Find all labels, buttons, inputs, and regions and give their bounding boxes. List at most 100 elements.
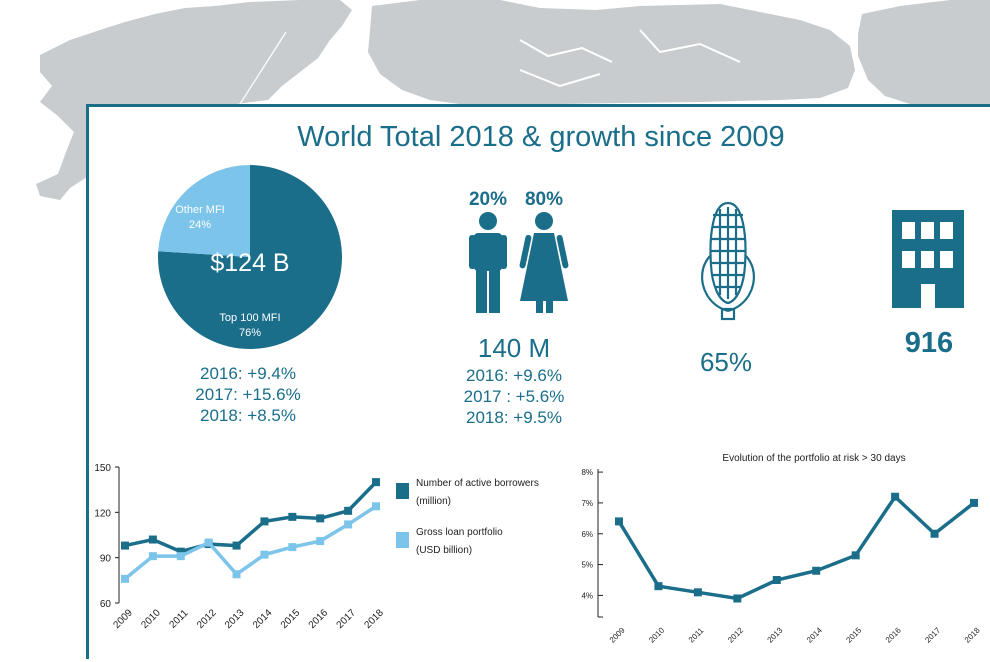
y-tick-label: 5% (581, 561, 593, 570)
legend-label: (million) (416, 496, 451, 507)
rural-percent: 65% (699, 347, 753, 377)
stats-panel: World Total 2018 & growth since 2009 Oth… (86, 104, 990, 659)
data-point (344, 520, 353, 529)
portfolio-at-risk-chart: Evolution of the portfolio at risk > 30 … (581, 453, 982, 645)
legend-label: Number of active borrowers (416, 478, 539, 489)
data-point (851, 551, 860, 560)
x-tick-label: 2009 (608, 625, 627, 644)
series-line (124, 480, 378, 554)
data-point (615, 517, 623, 526)
pie-center-value: $124 B (210, 249, 289, 277)
institutions-count: 916 (904, 327, 954, 359)
data-point (812, 566, 821, 575)
y-tick-label: 90 (100, 554, 112, 565)
series-line (123, 504, 377, 581)
legend-label: (USD billion) (416, 545, 472, 556)
x-tick-label: 2017 (923, 625, 942, 644)
x-tick-label: 2014 (805, 625, 824, 644)
y-tick-label: 4% (581, 591, 593, 600)
x-tick-label: 2011 (168, 607, 191, 630)
series-line (617, 494, 976, 601)
portfolio-growth-2018: 2018: +8.5% (200, 406, 296, 425)
x-tick-label: 2016 (884, 625, 903, 644)
borrowers-total: 140 M (477, 333, 551, 363)
x-tick-label: 2012 (726, 625, 745, 644)
legend-label: Gross loan portfolio (416, 527, 503, 538)
x-tick-label: 2011 (687, 626, 706, 645)
data-point (176, 552, 185, 561)
portfolio-growth-2017: 2017: +15.6% (195, 385, 301, 404)
male-percent: 20% (469, 189, 507, 210)
data-point (260, 550, 269, 559)
pie-top-percent: 76% (239, 327, 261, 339)
building-icon (892, 210, 964, 308)
borrowers-growth: 2016: +9.6% 2017 : +5.6% 2018: +9.5% (439, 365, 589, 428)
data-point (733, 594, 742, 603)
pie-slice-other (158, 165, 250, 257)
male-icon (469, 212, 507, 313)
x-tick-label: 2009 (111, 607, 135, 631)
x-tick-label: 2013 (766, 625, 785, 644)
female-icon (519, 212, 569, 313)
data-point (288, 543, 297, 552)
par-chart-title: Evolution of the portfolio at risk > 30 … (722, 453, 905, 464)
data-point (204, 538, 213, 547)
legend-swatch (396, 483, 409, 499)
legend-swatch (396, 532, 409, 548)
data-point (772, 576, 781, 584)
female-percent: 80% (525, 189, 563, 210)
panel-title: World Total 2018 & growth since 2009 (297, 121, 785, 153)
data-point (316, 514, 325, 523)
portfolio-pie-chart: Other MFI 24% $124 B Top 100 MFI 76% (158, 165, 342, 349)
x-tick-label: 2017 (335, 607, 359, 631)
borrowers-growth-2018: 2018: +9.5% (466, 408, 562, 427)
x-tick-label: 2010 (647, 625, 666, 644)
data-point (232, 541, 241, 550)
world-map-background (36, 0, 990, 200)
data-point (232, 570, 241, 579)
y-tick-label: 6% (581, 530, 593, 539)
portfolio-growth-2016: 2016: +9.4% (200, 364, 296, 383)
x-tick-label: 2013 (223, 607, 247, 631)
map-landmass-americas (36, 0, 352, 200)
y-tick-label: 7% (581, 499, 593, 508)
x-tick-label: 2014 (251, 607, 275, 631)
data-point (930, 529, 939, 538)
data-point (891, 492, 900, 501)
x-tick-label: 2016 (307, 607, 331, 631)
x-tick-label: 2010 (139, 607, 163, 631)
y-tick-label: 150 (94, 463, 111, 474)
data-point (121, 574, 129, 583)
x-tick-label: 2015 (279, 607, 303, 631)
data-point (176, 547, 185, 556)
data-point (654, 582, 663, 591)
y-tick-label: 60 (100, 599, 112, 610)
data-point (344, 506, 353, 515)
pie-top-label: Top 100 MFI (219, 312, 280, 324)
data-point (121, 541, 129, 550)
data-point (693, 588, 702, 597)
pie-other-percent: 24% (189, 219, 211, 231)
pie-other-label: Other MFI (175, 204, 225, 216)
corn-icon (701, 201, 755, 321)
portfolio-growth: 2016: +9.4% 2017: +15.6% 2018: +8.5% (173, 363, 323, 426)
map-landmass-east (858, 0, 990, 104)
data-point (372, 502, 380, 511)
people-icon: 20% 80% (469, 189, 569, 313)
borrowers-growth-2016: 2016: +9.6% (466, 366, 562, 385)
x-tick-label: 2018 (362, 607, 386, 631)
y-tick-label: 8% (581, 468, 593, 477)
data-point (372, 478, 380, 487)
x-tick-label: 2012 (195, 607, 219, 631)
data-point (288, 512, 297, 521)
x-tick-label: 2015 (844, 625, 863, 644)
borrowers-growth-2017: 2017 : +5.6% (463, 387, 565, 406)
data-point (148, 552, 157, 561)
data-point (148, 535, 157, 544)
data-point (260, 517, 269, 526)
data-point (316, 537, 325, 546)
x-tick-label: 2018 (963, 625, 982, 644)
map-landmass-north (368, 0, 855, 104)
y-tick-label: 120 (94, 508, 111, 519)
